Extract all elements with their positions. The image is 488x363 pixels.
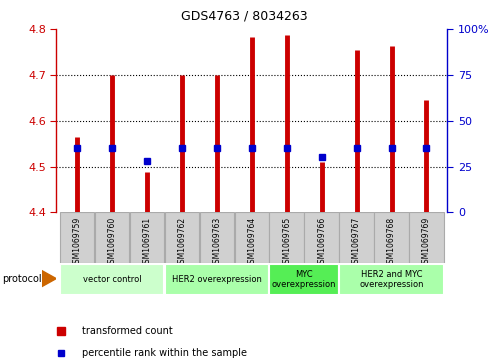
Polygon shape — [41, 270, 56, 287]
Bar — [408, 212, 443, 263]
Bar — [373, 212, 408, 263]
Bar — [304, 212, 338, 263]
Text: GSM1069766: GSM1069766 — [317, 216, 325, 268]
Bar — [164, 264, 268, 295]
Text: transformed count: transformed count — [82, 326, 173, 336]
Text: MYC
overexpression: MYC overexpression — [271, 270, 336, 289]
Text: GSM1069769: GSM1069769 — [421, 216, 430, 268]
Bar — [60, 264, 164, 295]
Bar — [269, 264, 338, 295]
Text: GSM1069763: GSM1069763 — [212, 216, 221, 268]
Bar — [339, 264, 443, 295]
Text: vector control: vector control — [82, 275, 141, 284]
Bar — [199, 212, 234, 263]
Bar — [60, 212, 94, 263]
Bar — [234, 212, 268, 263]
Text: GDS4763 / 8034263: GDS4763 / 8034263 — [181, 9, 307, 22]
Text: GSM1069759: GSM1069759 — [73, 216, 81, 268]
Text: GSM1069760: GSM1069760 — [107, 216, 116, 268]
Text: GSM1069761: GSM1069761 — [142, 216, 151, 268]
Text: GSM1069768: GSM1069768 — [386, 216, 395, 268]
Text: GSM1069767: GSM1069767 — [351, 216, 360, 268]
Text: HER2 overexpression: HER2 overexpression — [172, 275, 261, 284]
Bar — [339, 212, 373, 263]
Text: GSM1069762: GSM1069762 — [177, 216, 186, 268]
Text: GSM1069765: GSM1069765 — [282, 216, 291, 268]
Bar — [95, 212, 129, 263]
Bar — [164, 212, 199, 263]
Text: percentile rank within the sample: percentile rank within the sample — [82, 348, 246, 358]
Text: GSM1069764: GSM1069764 — [247, 216, 256, 268]
Text: protocol: protocol — [2, 274, 42, 284]
Bar — [269, 212, 304, 263]
Bar — [129, 212, 164, 263]
Text: HER2 and MYC
overexpression: HER2 and MYC overexpression — [359, 270, 423, 289]
